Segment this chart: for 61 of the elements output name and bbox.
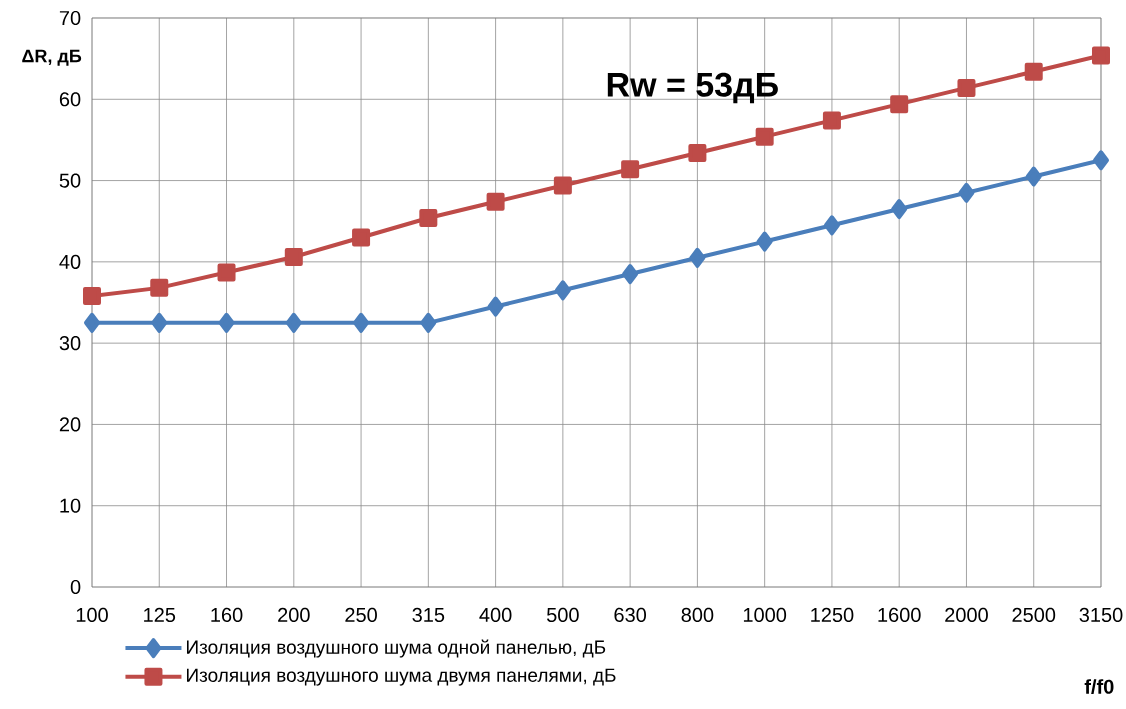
point <box>755 127 774 146</box>
point <box>1024 62 1043 81</box>
legend-label: Изоляция воздушного шума одной панелью, дБ <box>187 639 606 658</box>
x-tick-label: 250 <box>345 607 377 623</box>
point <box>1025 166 1042 187</box>
x-tick-label: 800 <box>681 607 714 623</box>
point <box>83 287 101 305</box>
y-tick-label: 40 <box>59 254 81 269</box>
x-tick-label: 2500 <box>1012 607 1056 623</box>
x-axis-title: f/f0 <box>1084 679 1114 695</box>
point <box>1093 150 1109 171</box>
point <box>822 111 841 130</box>
x-tick-label: 1000 <box>743 607 787 623</box>
x-tick-label: 200 <box>278 607 310 623</box>
y-tick-label: 60 <box>59 92 81 107</box>
point <box>622 264 639 285</box>
x-tick-label: 1250 <box>811 607 854 623</box>
point <box>285 312 302 333</box>
point <box>554 280 571 301</box>
point <box>890 95 909 114</box>
point <box>957 78 976 97</box>
y-tick-label: 50 <box>59 173 81 188</box>
point <box>84 312 100 333</box>
x-tick-label: 100 <box>76 607 108 623</box>
point <box>688 143 707 162</box>
y-tick-label: 0 <box>70 579 81 595</box>
point <box>284 247 303 266</box>
x-tick-label: 2000 <box>945 607 988 623</box>
x-tick-label: 3150 <box>1079 607 1123 623</box>
point <box>958 182 975 203</box>
point <box>217 263 236 282</box>
y-axis-title: ΔR, дБ <box>22 49 82 66</box>
x-tick-label: 160 <box>211 607 243 623</box>
x-tick-label: 500 <box>546 607 579 623</box>
point <box>1091 46 1110 65</box>
legend-label: Изоляция воздушного шума двумя панелями, дБ <box>187 668 616 686</box>
x-tick-label: 630 <box>614 607 647 623</box>
point <box>419 208 438 227</box>
point <box>487 296 504 317</box>
x-tick-label: 400 <box>479 607 512 623</box>
point <box>553 176 572 195</box>
point <box>823 215 840 236</box>
x-tick-label: 315 <box>412 607 445 623</box>
y-tick-label: 70 <box>59 10 81 26</box>
point <box>621 160 640 179</box>
point <box>891 199 908 220</box>
point <box>353 312 370 333</box>
point <box>486 192 505 211</box>
y-tick-label: 30 <box>59 336 81 351</box>
point <box>420 312 437 333</box>
y-tick-label: 20 <box>59 417 81 432</box>
point <box>150 278 169 297</box>
x-tick-label: 125 <box>144 607 176 623</box>
point <box>218 312 235 333</box>
x-tick-label: 1600 <box>878 607 921 623</box>
point <box>689 247 706 268</box>
point <box>151 312 168 333</box>
point <box>352 228 371 247</box>
annotation: Rw = 53дБ <box>607 72 778 104</box>
y-tick-label: 10 <box>60 498 81 513</box>
point <box>756 231 773 252</box>
